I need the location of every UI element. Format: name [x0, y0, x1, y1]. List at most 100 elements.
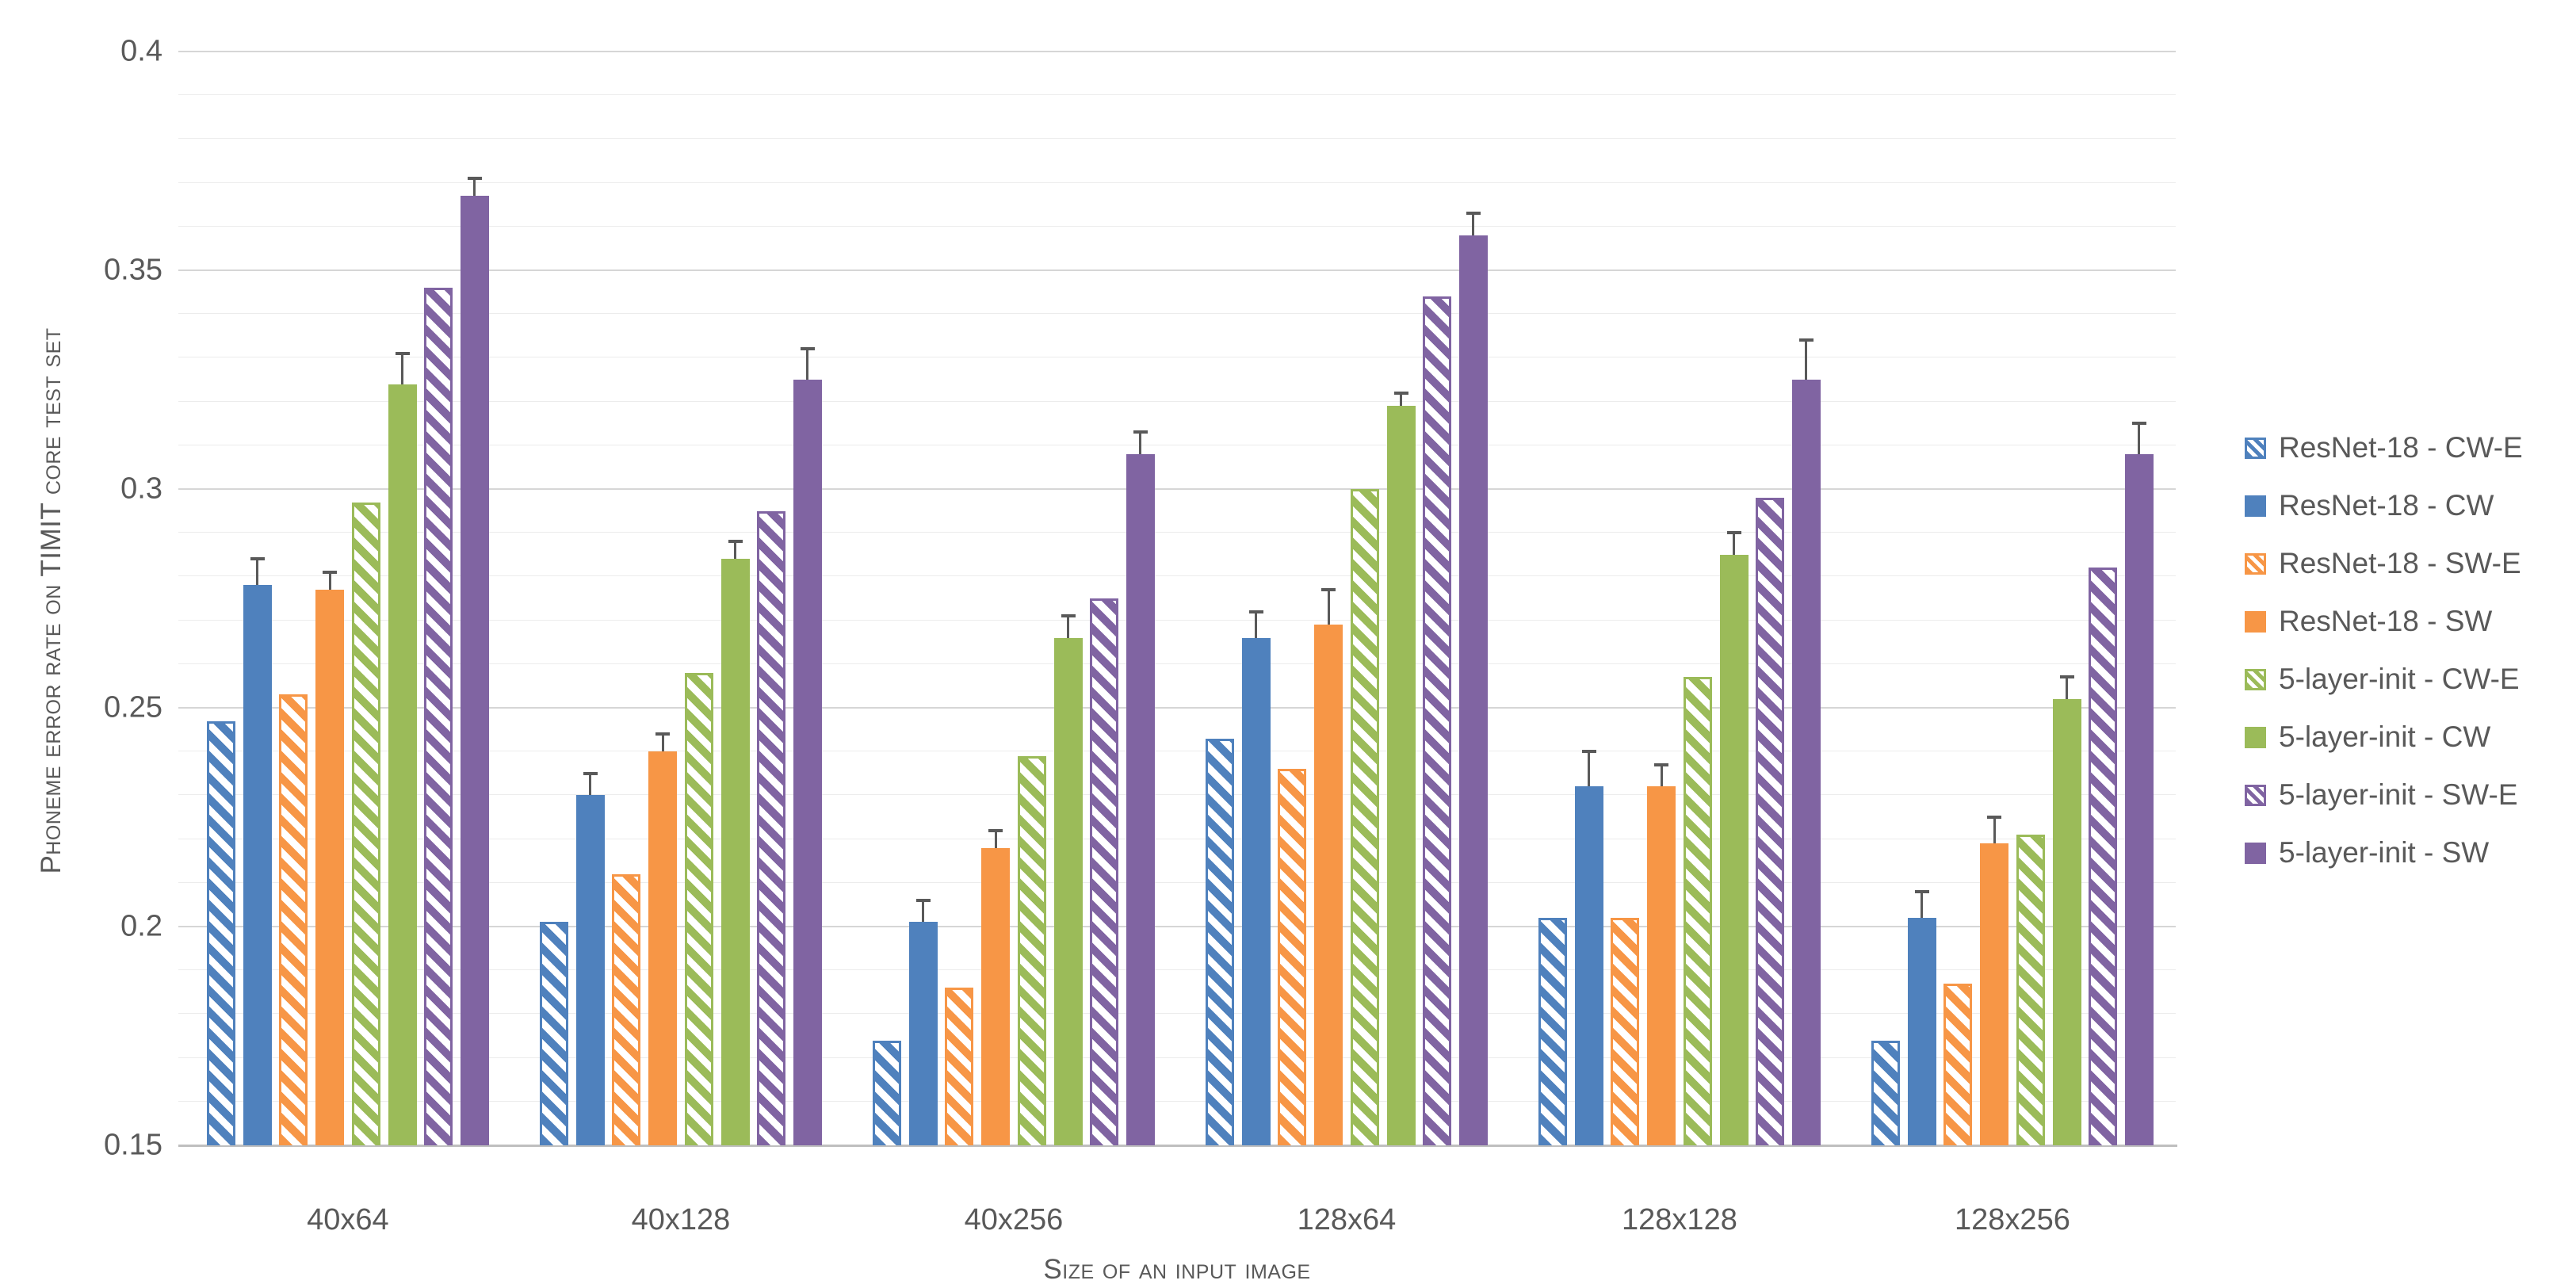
error-bar-cap [2059, 675, 2074, 679]
error-bar-cap [250, 557, 265, 561]
error-bar-cap [800, 347, 815, 351]
gridline-minor [178, 969, 2176, 971]
bar-resnet-18-cw-e-40x256 [873, 1040, 901, 1145]
error-bar-cap [1726, 531, 1741, 535]
error-bar-line [401, 353, 403, 384]
error-bar-line [661, 734, 664, 752]
error-bar-line [1255, 611, 1258, 638]
legend-label: ResNet-18 - SW [2279, 605, 2493, 637]
bar-resnet-18-cw-e-128x128 [1538, 917, 1567, 1145]
legend-swatch-solid [2245, 495, 2266, 517]
legend-item: ResNet-18 - SW-E [2245, 545, 2521, 582]
error-bar-line [922, 900, 925, 923]
gridline-minor [178, 182, 2176, 183]
legend-label: ResNet-18 - CW [2279, 489, 2494, 522]
gridline-minor [178, 881, 2176, 883]
x-category-label: 128x256 [1955, 1203, 2070, 1236]
bar-resnet-18-cw-e-40x64 [207, 720, 235, 1145]
bar-5-layer-init-sw-e-40x64 [424, 288, 453, 1145]
bar-5-layer-init-sw-e-128x64 [1423, 296, 1452, 1145]
x-category-label: 128x128 [1622, 1203, 1737, 1236]
bar-resnet-18-sw-e-40x128 [612, 873, 641, 1145]
bar-resnet-18-cw-40x128 [575, 795, 605, 1145]
bar-resnet-18-cw-128x128 [1574, 786, 1603, 1145]
error-bar-line [1805, 340, 1808, 380]
gridline-minor [178, 663, 2176, 664]
gridline-minor [178, 1100, 2176, 1102]
error-bar-cap [1654, 762, 1669, 766]
error-bar-cap [583, 771, 598, 775]
bar-resnet-18-cw-40x64 [243, 585, 272, 1145]
bar-resnet-18-cw-e-40x128 [540, 922, 568, 1145]
legend-swatch-solid [2245, 610, 2266, 633]
legend-swatch-solid [2245, 726, 2266, 748]
bar-5-layer-init-sw-128x128 [1791, 380, 1821, 1145]
error-bar-cap [1248, 610, 1263, 613]
bar-resnet-18-sw-128x128 [1647, 786, 1676, 1145]
gridline-minor [178, 400, 2176, 402]
bar-resnet-18-cw-e-128x256 [1871, 1040, 1900, 1145]
y-tick-label: 0.3 [120, 472, 162, 506]
error-bar-line [1067, 616, 1069, 638]
error-bar-cap [1466, 212, 1481, 216]
error-bar-cap [2131, 422, 2146, 426]
bar-resnet-18-sw-128x64 [1314, 625, 1343, 1145]
error-bar-cap [1061, 614, 1076, 618]
bar-5-layer-init-cw-e-128x256 [2016, 835, 2045, 1145]
legend-item: 5-layer-init - CW [2245, 719, 2490, 755]
y-axis-title: Phoneme error rate on TIMIT core test se… [36, 327, 67, 874]
legend-swatch-hatched [2245, 668, 2266, 690]
bar-5-layer-init-sw-40x64 [460, 196, 489, 1145]
error-bar-line [1921, 891, 1924, 918]
legend-swatch-hatched [2245, 552, 2266, 575]
bar-resnet-18-sw-e-128x128 [1611, 917, 1640, 1145]
x-axis-title: Size of an input image [1043, 1254, 1311, 1285]
error-bar-line [1472, 213, 1475, 235]
bar-5-layer-init-cw-e-128x64 [1350, 489, 1379, 1145]
gridline-major [178, 707, 2176, 709]
gridline-major [178, 269, 2176, 271]
x-category-label: 40x128 [631, 1203, 731, 1236]
gridline-minor [178, 313, 2176, 315]
gridline-major [178, 51, 2176, 52]
gridline-major [178, 488, 2176, 490]
error-bar-line [806, 349, 809, 380]
bar-5-layer-init-cw-e-40x64 [351, 502, 380, 1145]
bar-5-layer-init-cw-128x256 [2052, 698, 2081, 1145]
bar-resnet-18-cw-128x256 [1907, 917, 1936, 1145]
error-bar-line [328, 571, 331, 590]
bar-resnet-18-sw-e-128x64 [1278, 769, 1307, 1145]
error-bar-cap [1987, 816, 2002, 819]
error-bar-cap [1581, 750, 1596, 754]
error-bar-line [1327, 589, 1330, 625]
bar-5-layer-init-cw-128x128 [1719, 554, 1749, 1145]
legend-label: ResNet-18 - CW-E [2279, 431, 2523, 464]
error-bar-line [589, 773, 592, 796]
error-bar-line [1588, 751, 1591, 787]
legend-label: 5-layer-init - CW-E [2279, 663, 2520, 695]
gridline-minor [178, 225, 2176, 227]
gridline-minor [178, 1057, 2176, 1058]
legend-item: 5-layer-init - SW [2245, 835, 2489, 871]
error-bar-cap [655, 732, 671, 736]
legend-swatch-solid [2245, 842, 2266, 864]
x-category-label: 40x64 [307, 1203, 389, 1236]
gridline-minor [178, 532, 2176, 533]
bar-5-layer-init-sw-e-40x256 [1090, 598, 1119, 1145]
error-bar-cap [988, 828, 1003, 832]
error-bar-line [734, 541, 736, 560]
bar-5-layer-init-sw-40x128 [793, 380, 822, 1145]
error-bar-line [256, 559, 259, 586]
error-bar-cap [915, 898, 931, 902]
error-bar-cap [728, 540, 743, 544]
bar-resnet-18-sw-e-128x256 [1943, 983, 1973, 1145]
legend-label: 5-layer-init - CW [2279, 720, 2491, 753]
y-tick-label: 0.35 [104, 253, 162, 287]
gridline-minor [178, 94, 2176, 96]
error-bar-line [2138, 423, 2141, 454]
error-bar-cap [1133, 430, 1148, 434]
bar-resnet-18-sw-40x256 [981, 847, 1011, 1145]
y-tick-label: 0.2 [120, 909, 162, 943]
error-bar-line [1733, 533, 1735, 555]
